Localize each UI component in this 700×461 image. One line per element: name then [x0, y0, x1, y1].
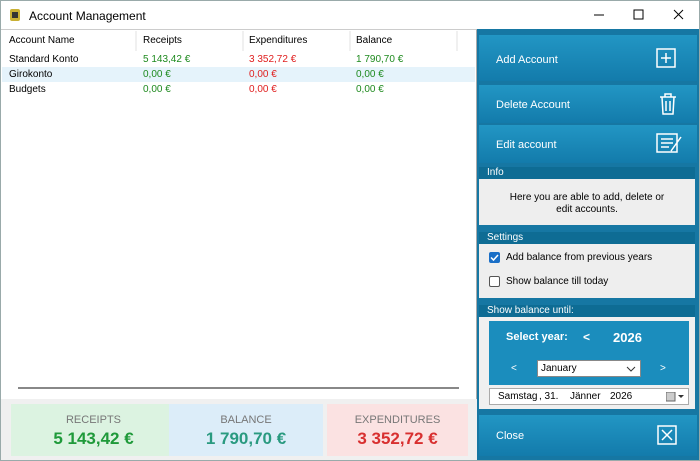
checkbox-label[interactable]: Add balance from previous years — [506, 252, 653, 263]
date-day: , 31. — [539, 391, 559, 402]
button-label: Add Account — [496, 54, 558, 66]
table-row[interactable]: Standard Konto 5 143,42 € 3 352,72 € 1 7… — [2, 52, 475, 67]
calendar-icon — [666, 392, 684, 402]
cell: 1 790,70 € — [356, 54, 404, 65]
date-year: 2026 — [610, 391, 633, 402]
receipts-box: RECEIPTS 5 143,42 € — [11, 404, 176, 456]
date-weekday: Samstag — [498, 391, 538, 402]
summary-label: EXPENDITURES — [354, 414, 441, 426]
edit-account-button[interactable]: Edit account — [479, 125, 697, 163]
cell: 0,00 € — [143, 84, 171, 95]
select-year-label: Select year: — [506, 331, 568, 343]
cell: Standard Konto — [9, 54, 79, 65]
delete-icon — [660, 93, 676, 115]
header-separators — [135, 31, 458, 51]
group-title: Settings — [479, 232, 695, 244]
scrollbar[interactable] — [18, 387, 459, 389]
add-icon — [656, 48, 676, 68]
window-title: Account Management — [29, 9, 146, 23]
date-picker[interactable]: Samstag , 31. Jänner 2026 — [489, 388, 689, 405]
settings-group: Settings Add balance from previous years… — [479, 232, 695, 298]
year-prev[interactable]: < — [583, 330, 591, 344]
cell: Budgets — [9, 84, 46, 95]
cell: 0,00 € — [249, 84, 277, 95]
app-icon — [10, 9, 20, 21]
cell: 0,00 € — [356, 69, 384, 80]
summary-value: 1 790,70 € — [205, 429, 287, 448]
summary-label: BALANCE — [220, 414, 272, 426]
dropdown-arrow — [626, 366, 636, 372]
info-text: Here you are able to add, delete or edit… — [509, 192, 665, 215]
check-mark — [490, 254, 499, 262]
add-account-button[interactable]: Add Account — [479, 35, 697, 81]
summary-value: 5 143,42 € — [53, 429, 134, 448]
group-title: Show balance until: — [479, 305, 695, 317]
month: January — [541, 363, 577, 374]
column-header[interactable]: Expenditures — [249, 35, 308, 46]
balance-until-group: Show balance until: Select year: < 2026 … — [479, 305, 695, 409]
button-label: Delete Account — [496, 99, 570, 111]
button-label: Close — [496, 430, 525, 442]
expenditures-box: EXPENDITURES 3 352,72 € — [327, 404, 468, 456]
cell: 0,00 € — [143, 69, 171, 80]
account-list[interactable] — [1, 29, 477, 399]
column-header[interactable]: Balance — [356, 35, 393, 46]
cell: 5 143,42 € — [143, 54, 191, 65]
table-row-selected[interactable]: Girokonto 0,00 € 0,00 € 0,00 € — [2, 67, 475, 82]
column-header[interactable]: Receipts — [143, 35, 182, 46]
date-month: Jänner — [570, 391, 601, 402]
close-icon — [657, 425, 677, 445]
cell: 0,00 € — [249, 69, 277, 80]
year: 2026 — [613, 330, 642, 345]
month-dropdown[interactable]: January — [537, 360, 641, 377]
balance-box: BALANCE 1 790,70 € — [169, 404, 323, 456]
close-button[interactable]: Close — [479, 415, 697, 456]
checkbox[interactable] — [489, 276, 500, 287]
table-row[interactable]: Budgets 0,00 € 0,00 € 0,00 € — [2, 82, 475, 97]
month-prev[interactable]: < — [511, 363, 517, 374]
info-group: Info Here you are able to add, delete or… — [479, 167, 695, 225]
cell: 0,00 € — [356, 84, 384, 95]
window-controls[interactable] — [586, 6, 696, 24]
summary-label: RECEIPTS — [65, 414, 121, 426]
delete-account-button[interactable]: Delete Account — [479, 85, 697, 123]
edit-icon — [656, 133, 682, 153]
cell: 3 352,72 € — [249, 54, 297, 65]
checkbox-label[interactable]: Show balance till today — [506, 276, 609, 287]
column-header[interactable]: Account Name — [9, 35, 75, 46]
month-next[interactable]: > — [660, 363, 666, 374]
cell: Girokonto — [9, 69, 53, 80]
button-label: Edit account — [496, 139, 557, 151]
summary-value: 3 352,72 € — [357, 429, 438, 448]
group-title: Info — [479, 167, 695, 179]
checkbox[interactable] — [489, 252, 500, 263]
